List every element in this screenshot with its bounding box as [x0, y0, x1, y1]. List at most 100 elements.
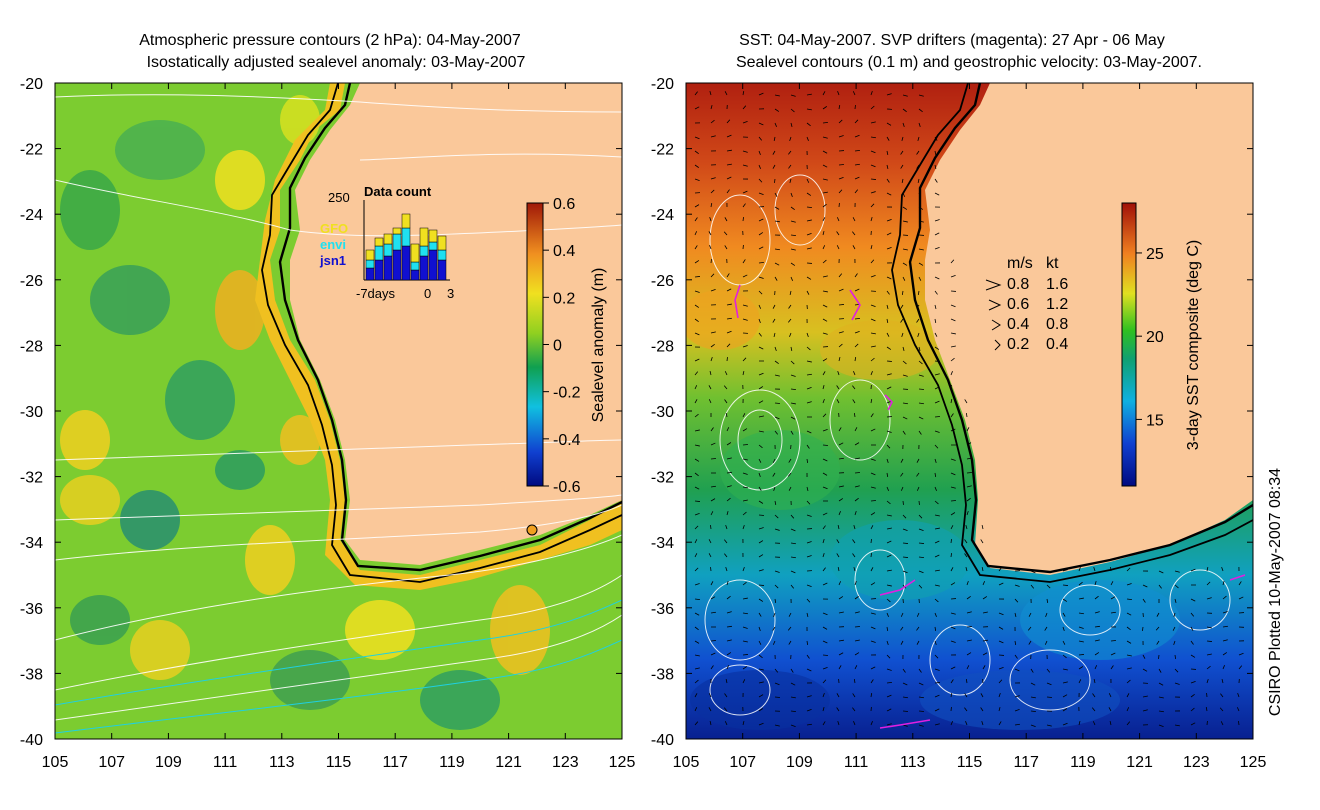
inset-bar-segment: [392, 249, 402, 281]
velocity-arrow: [870, 345, 876, 348]
velocity-arrow: [870, 105, 875, 110]
speed-legend-arrow: [991, 319, 1001, 331]
right-ytick-label: -24: [651, 207, 674, 224]
colorbar-tick-label: 25: [1146, 246, 1164, 263]
velocity-arrow: [742, 259, 746, 264]
velocity-arrow: [742, 472, 748, 475]
velocity-arrow: [934, 360, 940, 362]
velocity-arrow: [836, 693, 840, 698]
velocity-arrow: [853, 412, 856, 418]
velocity-arrow: [742, 190, 748, 194]
velocity-arrow: [1078, 597, 1084, 600]
velocity-arrow: [822, 136, 828, 139]
velocity-arrow: [822, 538, 825, 544]
velocity-arrow: [774, 192, 778, 197]
velocity-arrow: [1222, 652, 1228, 656]
velocity-arrow: [1062, 681, 1068, 684]
velocity-arrow: [838, 104, 841, 110]
velocity-arrow: [758, 554, 764, 558]
velocity-arrow: [870, 525, 874, 530]
velocity-arrow: [742, 318, 748, 321]
velocity-arrow: [870, 164, 876, 168]
velocity-arrow: [934, 219, 940, 222]
velocity-arrow: [870, 626, 876, 630]
velocity-arrow: [1046, 724, 1052, 727]
velocity-arrow: [1220, 693, 1224, 698]
velocity-arrow: [838, 639, 844, 642]
right-xtick-label: 111: [844, 754, 868, 771]
velocity-arrow: [886, 486, 889, 491]
velocity-arrow: [758, 304, 762, 309]
velocity-arrow: [1046, 584, 1051, 589]
velocity-arrow: [694, 91, 698, 96]
velocity-arrow: [726, 176, 732, 180]
velocity-arrow: [1045, 612, 1048, 617]
velocity-arrow: [758, 540, 764, 544]
velocity-arrow: [709, 245, 712, 250]
right-ytick-label: -36: [651, 601, 674, 618]
inset-x-label-end: 3: [447, 286, 454, 301]
velocity-arrow: [790, 94, 796, 97]
velocity-arrow: [1142, 695, 1148, 698]
velocity-arrow: [836, 231, 840, 236]
velocity-arrow: [725, 678, 728, 684]
velocity-arrow: [870, 692, 873, 698]
velocity-arrow: [1221, 567, 1224, 572]
velocity-arrow: [694, 513, 700, 516]
velocity-arrow: [934, 458, 937, 463]
velocity-arrow: [1126, 679, 1131, 684]
velocity-arrow: [934, 332, 938, 337]
velocity-arrow: [853, 371, 856, 376]
velocity-arrow: [742, 511, 747, 516]
velocity-arrow: [900, 472, 904, 477]
velocity-arrow: [806, 514, 812, 517]
inset-bar-segment: [401, 227, 411, 247]
velocity-arrow: [966, 595, 971, 600]
velocity-arrow: [694, 245, 698, 250]
velocity-arrow: [742, 357, 747, 362]
velocity-arrow: [806, 695, 812, 698]
velocity-arrow: [838, 189, 843, 194]
velocity-arrow: [1222, 580, 1225, 586]
velocity-arrow: [950, 582, 956, 586]
velocity-arrow: [806, 346, 811, 351]
velocity-arrow: [1126, 640, 1132, 644]
velocity-arrow: [917, 290, 920, 296]
velocity-arrow: [870, 582, 876, 586]
velocity-arrow: [694, 679, 699, 684]
velocity-arrow: [854, 595, 859, 600]
velocity-arrow: [1142, 626, 1144, 632]
inset-bar-segment: [410, 261, 420, 271]
velocity-arrow: [1221, 678, 1224, 684]
velocity-arrow: [742, 499, 748, 502]
velocity-arrow: [822, 706, 825, 712]
velocity-arrow: [838, 511, 841, 516]
velocity-arrow: [790, 556, 796, 559]
velocity-arrow: [822, 582, 828, 586]
velocity-arrow: [790, 402, 796, 405]
velocity-arrow: [694, 486, 700, 490]
velocity-arrow: [886, 458, 889, 463]
velocity-arrow: [870, 612, 876, 615]
velocity-arrow: [694, 525, 699, 530]
speed-legend-header-kt: kt: [1046, 255, 1059, 272]
velocity-arrow: [918, 696, 924, 699]
velocity-arrow: [886, 682, 892, 684]
velocity-arrow: [918, 346, 921, 352]
velocity-arrow: [966, 652, 972, 656]
velocity-arrow: [790, 346, 793, 352]
velocity-arrow: [1206, 665, 1211, 670]
velocity-arrow: [965, 524, 968, 530]
velocity-arrow: [742, 413, 746, 418]
velocity-arrow: [774, 500, 777, 506]
velocity-arrow: [998, 693, 1001, 698]
velocity-arrow: [902, 192, 906, 197]
velocity-arrow: [854, 134, 860, 138]
velocity-arrow: [966, 442, 972, 446]
velocity-arrow: [854, 176, 860, 180]
velocity-arrow: [950, 332, 956, 335]
velocity-arrow: [1238, 652, 1244, 656]
velocity-arrow: [790, 206, 795, 211]
velocity-arrow: [950, 666, 956, 670]
pressure-contours: [55, 94, 622, 721]
